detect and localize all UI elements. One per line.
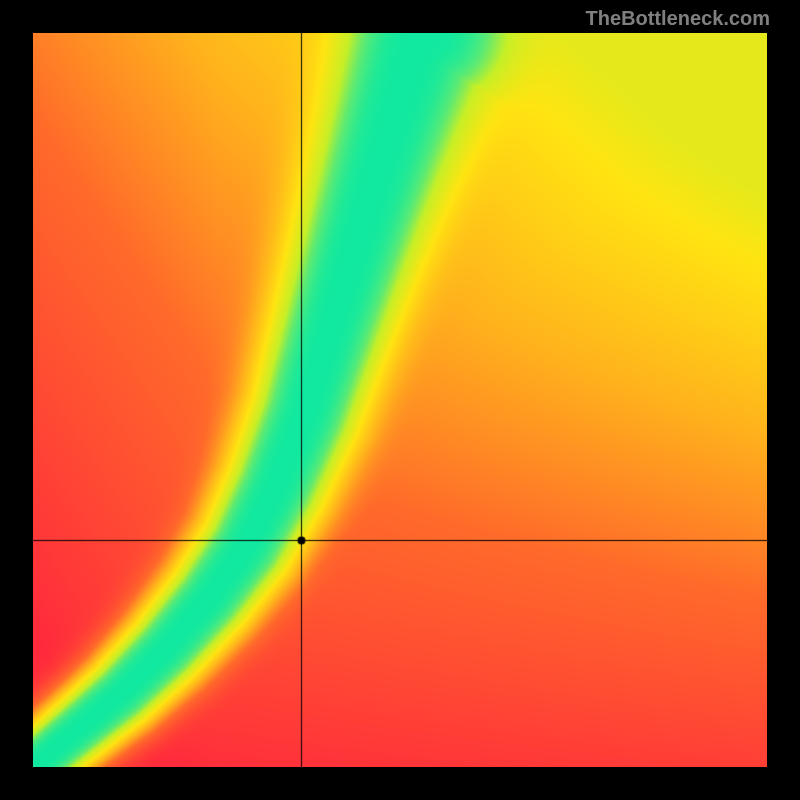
heatmap-plot — [33, 33, 767, 767]
heatmap-canvas — [33, 33, 767, 767]
watermark-text: TheBottleneck.com — [586, 8, 770, 31]
